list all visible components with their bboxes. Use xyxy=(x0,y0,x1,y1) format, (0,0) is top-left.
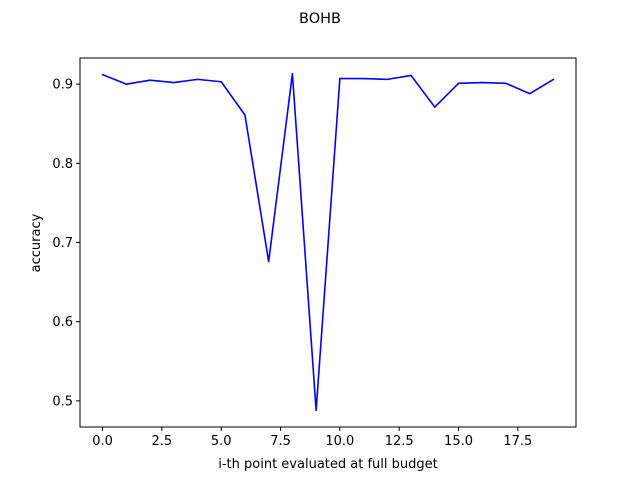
data-point xyxy=(291,73,294,75)
x-axis: 0.0 2.5 5.0 7.5 10.0 12.5 15.0 17.5 xyxy=(92,427,532,449)
data-point xyxy=(339,77,341,80)
x-tick-label: 7.5 xyxy=(270,434,291,449)
data-point xyxy=(315,409,317,412)
data-point xyxy=(362,77,365,80)
data-point xyxy=(481,81,484,84)
data-point xyxy=(386,78,389,81)
data-point xyxy=(505,82,507,85)
series-line xyxy=(102,73,554,412)
data-point xyxy=(172,81,175,84)
data-point xyxy=(410,74,412,77)
data-point xyxy=(267,260,270,263)
y-axis: 0.5 0.6 0.7 0.8 0.9 xyxy=(52,78,80,409)
x-axis-label: i-th point evaluated at full budget xyxy=(218,457,437,472)
y-tick-label: 0.6 xyxy=(52,315,73,330)
data-point xyxy=(101,73,104,76)
x-tick-label: 15.0 xyxy=(444,434,473,449)
data-point xyxy=(125,83,128,85)
data-point xyxy=(433,106,436,108)
data-point xyxy=(457,82,460,85)
data-point xyxy=(552,78,555,81)
x-tick-label: 17.5 xyxy=(503,434,532,449)
y-tick-label: 0.5 xyxy=(52,394,73,409)
chart-title: BOHB xyxy=(299,11,341,27)
x-tick-label: 2.5 xyxy=(152,434,173,449)
data-point xyxy=(244,114,246,116)
x-tick-label: 12.5 xyxy=(385,434,414,449)
y-axis-label: accuracy xyxy=(29,213,44,272)
x-tick-label: 5.0 xyxy=(211,434,232,449)
data-point xyxy=(196,78,199,81)
data-point xyxy=(220,80,223,83)
data-point xyxy=(528,92,531,95)
x-tick-label: 10.0 xyxy=(325,434,354,449)
y-tick-label: 0.9 xyxy=(52,78,73,93)
series-layer xyxy=(101,73,555,412)
data-point xyxy=(149,79,151,81)
x-tick-label: 0.0 xyxy=(92,434,113,449)
y-tick-label: 0.7 xyxy=(52,236,73,251)
y-tick-label: 0.8 xyxy=(52,157,73,172)
